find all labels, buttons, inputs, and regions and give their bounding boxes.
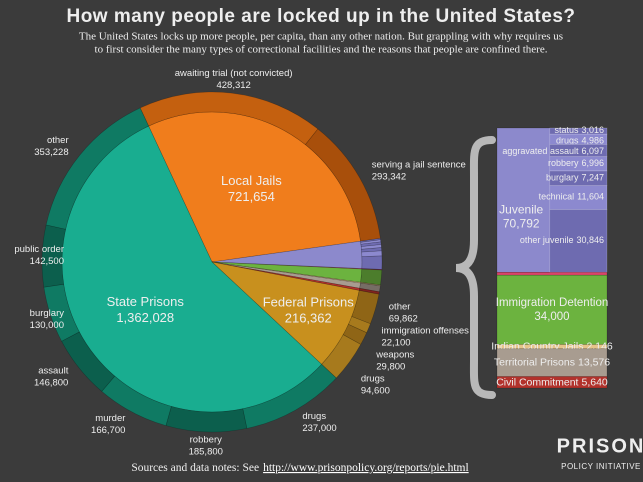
ring-label: public order <box>14 244 64 255</box>
panel-value: 34,000 <box>534 311 569 323</box>
ring-segment <box>61 331 116 392</box>
sub-value: 3,016 <box>581 125 604 135</box>
slice-label: Federal Prisons <box>263 294 355 309</box>
logo-subtitle: POLICY INITIATIVE <box>561 462 641 471</box>
source-note: Sources and data notes: See http://www.pr… <box>131 462 468 474</box>
ring-value: 22,100 <box>381 338 410 349</box>
sub-value: 6,097 <box>581 146 604 156</box>
sub-value: 7,247 <box>581 173 604 183</box>
panel-sub-label: other juvenile 30,846 <box>520 235 604 245</box>
panel-label: Immigration Detention <box>496 297 609 309</box>
ring-value: 237,000 <box>302 423 336 434</box>
ring-label: serving a jail sentence <box>372 159 466 170</box>
panel-value: 13,576 <box>578 356 610 368</box>
subtitle: to first consider the many types of corr… <box>95 44 548 56</box>
ring-value: 166,700 <box>91 425 125 436</box>
sub-name: status <box>554 125 579 135</box>
sub-name: other juvenile <box>520 235 574 245</box>
slice-value: 721,654 <box>228 189 275 204</box>
source-prefix: Sources and data notes: See <box>131 462 259 474</box>
ring-value: 353,228 <box>34 147 68 158</box>
panel-bar <box>496 274 608 345</box>
ring-segment <box>360 238 381 243</box>
panel-value: 70,792 <box>503 217 540 231</box>
ring-label: robbery <box>190 434 222 445</box>
ring-value: 146,800 <box>34 377 68 388</box>
ring-label: other <box>389 302 411 313</box>
ring-label: other <box>47 135 69 146</box>
ring-value: 130,000 <box>30 320 64 331</box>
sub-name: technical <box>539 192 575 202</box>
ring-segment <box>43 283 80 342</box>
panel-name: Civil Commitment <box>496 376 578 388</box>
panel-label: Territorial Prisons 13,576 <box>494 356 610 368</box>
ring-value: 29,800 <box>376 362 405 373</box>
ring-value: 69,862 <box>389 314 418 325</box>
ring-segment <box>45 107 150 230</box>
panel-bar <box>496 272 608 276</box>
sub-value: 4,986 <box>581 136 604 146</box>
ring-segment <box>361 247 382 253</box>
ring-segment <box>361 250 383 257</box>
sub-name: drugs <box>556 136 579 146</box>
slice-label: Local Jails <box>221 173 282 188</box>
ring-value: 293,342 <box>372 171 406 182</box>
ring-label: drugs <box>302 411 326 422</box>
ring-segment <box>348 316 371 334</box>
subtitle: The United States locks up more people, … <box>79 31 563 43</box>
ring-value: 428,312 <box>216 80 250 91</box>
ring-segment <box>321 334 362 379</box>
sub-name: burglary <box>546 173 579 183</box>
ring-label: drugs <box>361 374 385 385</box>
ring-label: burglary <box>30 308 65 319</box>
brace <box>455 136 496 399</box>
ring-label: weapons <box>375 350 414 361</box>
panel-bar <box>496 376 608 389</box>
slice-value: 1,362,028 <box>116 310 174 325</box>
ring-value: 142,500 <box>30 256 64 267</box>
ring-segment <box>242 363 337 429</box>
ring-segment <box>360 241 382 247</box>
ring-segment <box>361 255 383 270</box>
ring-value: 185,800 <box>189 446 223 457</box>
ring-label: awaiting trial (not convicted) <box>175 68 293 79</box>
ring-label: murder <box>95 413 125 424</box>
ring-label: assault <box>38 365 68 376</box>
pie-slice <box>211 261 360 365</box>
panel-sub-label: status 3,016 <box>554 125 604 135</box>
panel-sub-label: drugs 4,986 <box>556 136 604 146</box>
ring-segment <box>101 375 172 427</box>
panel-label: Juvenile <box>499 203 543 217</box>
ring-label: immigration offenses <box>381 326 469 337</box>
pie-slice <box>211 261 361 284</box>
sub-name: robbery <box>548 158 579 168</box>
panel-sub-label: burglary 7,247 <box>546 173 604 183</box>
slice-label: State Prisons <box>107 294 185 309</box>
panel-name: Territorial Prisons <box>494 356 575 368</box>
ring-segment <box>360 239 382 245</box>
ring-segment <box>361 268 383 271</box>
panel-value: 5,640 <box>581 376 607 388</box>
panel-sub-label: aggravated assault 6,097 <box>502 146 604 156</box>
panel-label: Civil Commitment 5,640 <box>496 376 608 388</box>
panel-sub-label: technical 11,604 <box>539 192 604 202</box>
sub-value: 11,604 <box>577 192 604 202</box>
pie-slice <box>211 261 361 289</box>
panel-bar <box>496 348 608 377</box>
ring-segment <box>304 128 381 242</box>
sub-value: 30,846 <box>576 235 604 245</box>
source-link[interactable]: http://www.prisonpolicy.org/reports/pie.… <box>263 462 469 474</box>
ring-value: 94,600 <box>361 386 390 397</box>
sub-value: 6,996 <box>581 158 604 168</box>
chart-title: How many people are locked up in the Uni… <box>66 6 575 27</box>
slice-value: 216,362 <box>285 310 332 325</box>
panel-sub-bar <box>549 209 608 273</box>
panel-sub-label: robbery 6,996 <box>548 158 604 168</box>
logo-title: PRISON <box>557 435 643 457</box>
sub-name: aggravated assault <box>502 146 579 156</box>
